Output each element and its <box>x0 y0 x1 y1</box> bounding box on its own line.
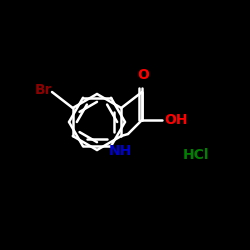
Text: HCl: HCl <box>183 148 209 162</box>
Text: Br: Br <box>34 83 52 97</box>
Text: OH: OH <box>164 113 188 127</box>
Text: NH: NH <box>108 144 132 158</box>
Text: O: O <box>137 68 149 82</box>
